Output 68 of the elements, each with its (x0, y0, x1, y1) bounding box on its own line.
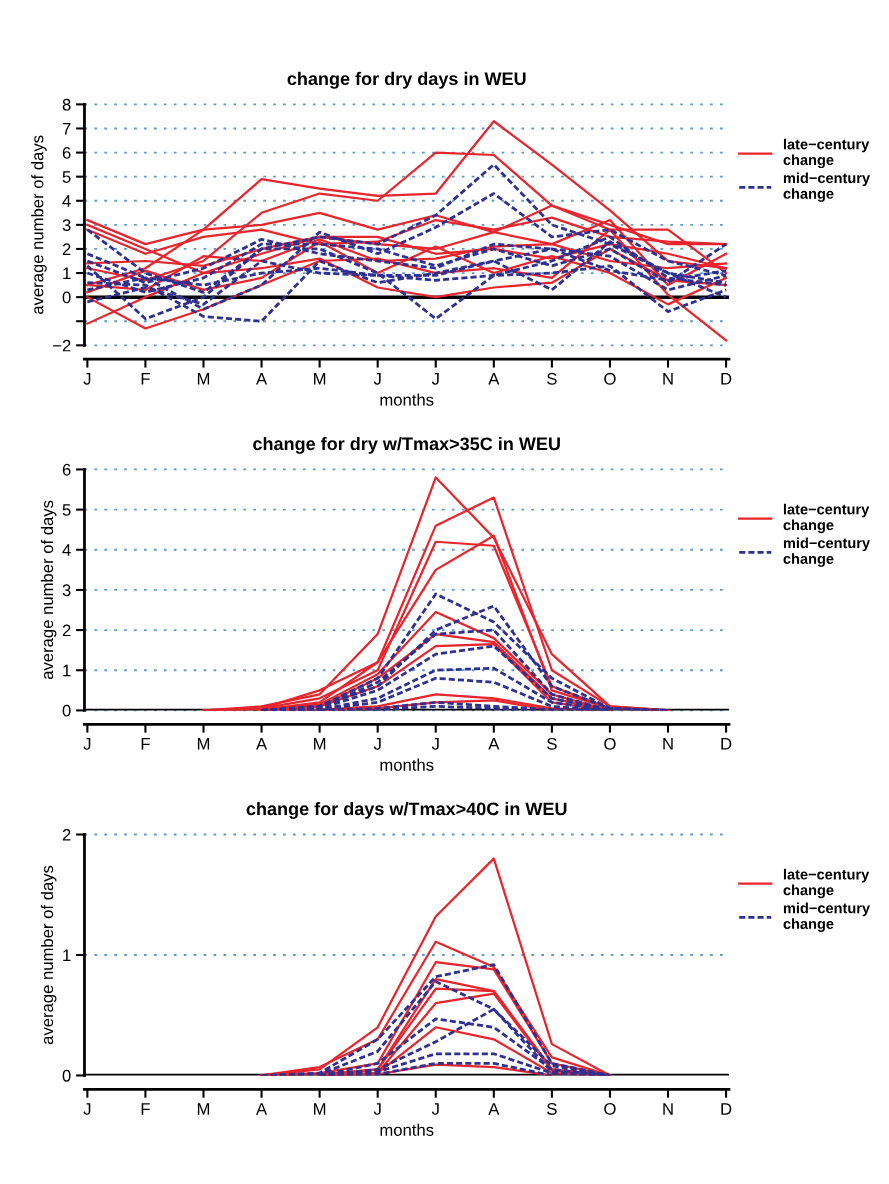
y-tick-label: 7 (62, 123, 71, 135)
y-tick-label: 0 (62, 1069, 71, 1082)
y-tick-label: 1 (63, 664, 71, 677)
x-tick-label: M (197, 738, 210, 750)
x-tick-label: J (373, 1103, 381, 1115)
x-tick-label: D (721, 1103, 732, 1115)
legend-label: mid−century change (783, 537, 870, 567)
x-tick-label: A (488, 738, 500, 750)
x-tick-label: F (141, 1103, 150, 1115)
x-axis-title: months (380, 758, 434, 771)
x-tick-label: N (663, 738, 673, 750)
y-tick-label: 2 (62, 624, 71, 637)
x-tick-label: S (547, 372, 557, 385)
y-tick-label: 6 (62, 463, 71, 476)
x-tick-label: A (256, 738, 268, 750)
x-axis-title: months (380, 1123, 434, 1136)
x-tick-label: M (197, 1103, 210, 1115)
x-tick-label: O (604, 372, 616, 385)
x-tick-label: M (314, 373, 326, 385)
x-tick-label: D (721, 373, 732, 385)
y-tick-label: 5 (62, 504, 71, 516)
x-tick-label: J (83, 738, 91, 750)
y-tick-label: 0 (62, 704, 71, 717)
x-tick-label: J (373, 738, 381, 750)
y-tick-label: 8 (62, 98, 71, 111)
x-tick-label: N (663, 373, 673, 385)
y-tick-label: 4 (62, 195, 71, 207)
x-tick-label: J (431, 738, 439, 750)
x-tick-label: O (604, 1102, 616, 1115)
y-axis-title: average number of days (31, 135, 47, 315)
x-tick-label: A (256, 1103, 268, 1115)
x-tick-label: J (431, 1103, 439, 1115)
x-axis-title: months (380, 393, 434, 406)
x-tick-label: J (373, 373, 381, 385)
y-tick-label: 2 (62, 828, 71, 841)
y-tick-label: 3 (62, 219, 71, 232)
x-tick-label: A (256, 373, 268, 385)
y-tick-label: 2 (62, 243, 71, 255)
y-tick-label: 1 (63, 267, 71, 280)
y-tick-label: −2 (53, 339, 71, 352)
x-tick-label: A (488, 1103, 500, 1115)
y-tick-label: 4 (62, 544, 71, 556)
x-tick-label: O (604, 737, 616, 750)
y-axis-title: average number of days (40, 500, 57, 680)
x-tick-label: S (547, 1102, 557, 1115)
x-tick-label: J (83, 373, 91, 385)
y-tick-label: 0 (62, 291, 71, 304)
legend-label: mid−century change (783, 172, 870, 202)
x-tick-label: D (721, 738, 732, 750)
y-axis-title: average number of days (40, 865, 57, 1045)
chart-title: change for days w/Tmax>40C in WEU (246, 801, 567, 819)
x-tick-label: J (83, 1103, 91, 1115)
y-tick-label: 6 (62, 146, 71, 159)
x-tick-label: S (547, 737, 557, 750)
chart-title: change for dry w/Tmax>35C in WEU (253, 436, 560, 454)
x-tick-label: F (141, 373, 150, 385)
y-tick-label: 3 (62, 584, 71, 597)
x-tick-label: J (431, 373, 439, 385)
x-tick-label: M (314, 738, 326, 750)
x-tick-label: F (141, 738, 150, 750)
x-tick-label: A (488, 373, 500, 385)
x-tick-label: N (663, 1103, 673, 1115)
y-tick-label: 1 (63, 949, 71, 962)
y-tick-label: 5 (62, 171, 71, 183)
chart-title: change for dry days in WEU (287, 71, 526, 89)
x-tick-label: M (197, 373, 210, 385)
x-tick-label: M (314, 1103, 326, 1115)
legend-label: mid−century change (783, 902, 870, 932)
